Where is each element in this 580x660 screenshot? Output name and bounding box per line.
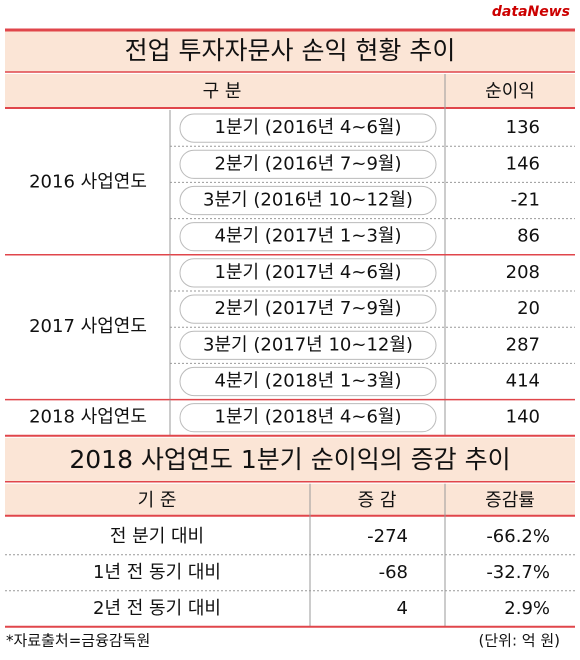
basis: 전 분기 대비 [110,526,204,547]
title-bg [5,30,575,72]
header-cell: 증 감 [358,490,397,511]
period-pill [179,258,437,288]
period-pill [179,222,437,252]
period: 1분기 (2016년 4~6월) [215,117,402,138]
period: 2분기 (2016년 7~9월) [215,153,402,174]
header-cell: 순이익 [485,81,535,102]
header-cell: 기 준 [138,490,177,511]
title-bg [5,437,575,482]
basis: 1년 전 동기 대비 [93,562,221,583]
period-pill [179,185,437,216]
change: 4 [397,598,408,619]
logo: dataNews [492,4,570,20]
net-income: 287 [506,334,540,355]
unit: (단위: 억 원) [479,631,561,649]
period: 4분기 (2018년 1~3월) [215,371,402,392]
net-income: 140 [506,407,540,428]
change-rate: -32.7% [486,562,550,583]
period: 1분기 (2018년 4~6월) [215,407,402,428]
net-income: 414 [506,371,540,392]
period: 2분기 (2017년 7~9월) [215,298,402,319]
table-title: 전업 투자자문사 손익 현황 추이 [125,36,456,65]
net-income: 20 [517,298,540,319]
period-pill [179,113,437,143]
change: -68 [379,562,408,583]
period: 3분기 (2017년 10~12월) [203,334,413,355]
net-income: 208 [506,262,540,283]
net-income: 136 [506,117,540,138]
period: 4분기 (2017년 1~3월) [215,226,402,247]
period-pill [179,294,437,324]
period-pill [179,366,437,397]
header-cell: 구 분 [203,81,242,102]
period: 1분기 (2017년 4~6월) [215,262,402,283]
net-income: 146 [506,153,540,174]
period-pill [179,403,437,433]
group-label: 2017 사업연도 [29,316,147,337]
period-pill [179,330,437,360]
group-label: 2016 사업연도 [29,171,147,192]
header-cell: 증감률 [485,490,535,511]
table-title: 2018 사업연도 1분기 순이익의 증감 추이 [69,445,510,474]
period-pill [179,149,437,179]
header-bg [5,483,575,516]
source: *자료출처=금융감독원 [6,631,150,649]
net-income: 86 [517,226,540,247]
header-bg [5,74,575,108]
change-rate: -66.2% [486,526,550,547]
basis: 2년 전 동기 대비 [93,598,221,619]
net-income: -21 [511,190,540,211]
change-rate: 2.9% [504,598,550,619]
group-label: 2018 사업연도 [29,407,147,428]
change: -274 [367,526,408,547]
period: 3분기 (2016년 10~12월) [203,190,413,211]
